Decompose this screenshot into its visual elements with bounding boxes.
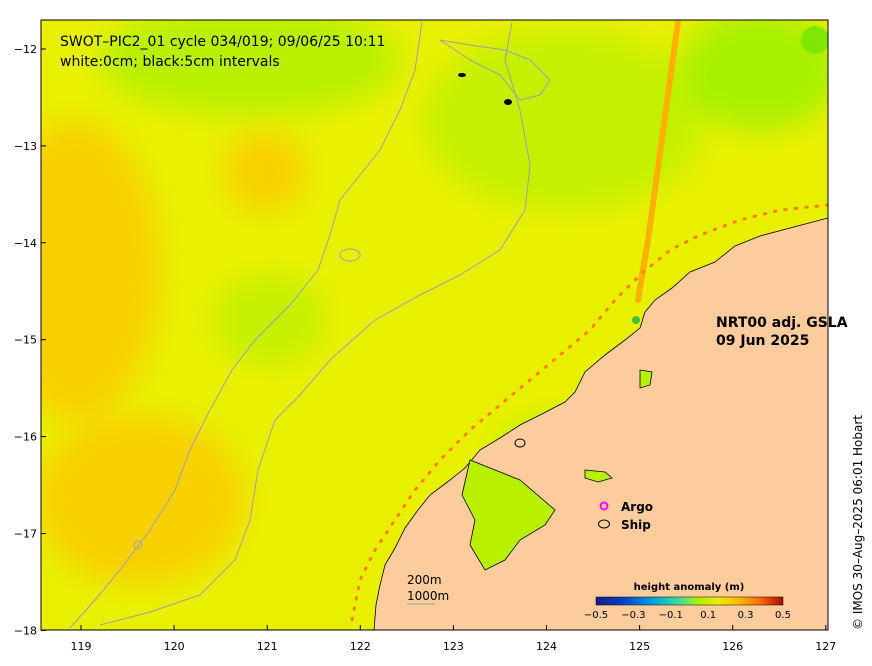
scale-label-200m: 200m	[407, 573, 442, 587]
colorbar-gradient	[595, 596, 784, 606]
x-tick-label: 127	[815, 640, 836, 653]
colorbar-title: height anomaly (m)	[634, 582, 745, 593]
y-tick-label: −18	[14, 624, 37, 637]
king-sound	[461, 459, 556, 571]
plot-area	[41, 20, 828, 630]
island-3	[458, 73, 466, 77]
island-1	[514, 438, 526, 448]
y-tick-label: −13	[14, 140, 37, 153]
colorbar-ticks: −0.5 −0.3 −0.1 0.1 0.3 0.5	[584, 610, 791, 621]
x-tick-label: 122	[350, 640, 371, 653]
title-line-1: SWOT–PIC2_01 cycle 034/019; 09/06/25 10:…	[60, 34, 385, 50]
anomaly-low-northeast	[680, 20, 828, 130]
island-2	[504, 99, 512, 105]
colorbar-tick-label: −0.1	[659, 610, 683, 621]
colorbar-tick-label: −0.5	[584, 610, 608, 621]
ship-marker-icon	[598, 519, 610, 529]
x-tick-label: 126	[722, 640, 743, 653]
contour-200m	[69, 21, 423, 629]
credit-text: © IMOS 30–Aug–2025 06:01 Hobart	[851, 415, 865, 630]
x-tick-label: 119	[71, 640, 92, 653]
swot-swath	[635, 20, 681, 303]
argo-marker-icon	[599, 501, 609, 511]
title-line-2: white:0cm; black:5cm intervals	[60, 54, 280, 70]
x-tick-label: 124	[536, 640, 557, 653]
ship-label: Ship	[621, 518, 651, 532]
inlet-north	[639, 369, 653, 389]
y-axis: −12 −13 −14 −15 −16 −17 −18	[14, 43, 46, 637]
colorbar-tick-label: 0.5	[775, 610, 791, 621]
colorbar-tick-label: 0.3	[738, 610, 754, 621]
swot-swath-end	[632, 316, 640, 324]
contour-1000m	[99, 21, 531, 626]
x-tick-label: 121	[257, 640, 278, 653]
y-tick-label: −12	[14, 43, 37, 56]
contour-bank-2	[133, 540, 143, 550]
scale-label-1000m: 1000m	[407, 589, 449, 603]
marker-legend: Argo Ship	[598, 500, 653, 532]
product-label-line-1: NRT00 adj. GSLA	[716, 315, 848, 331]
x-tick-label: 123	[443, 640, 464, 653]
x-tick-label: 125	[629, 640, 650, 653]
colorbar: height anomaly (m) −0.5 −0.3 −0.1 0.1 0.3 0.5	[584, 582, 791, 621]
product-label-line-2: 09 Jun 2025	[716, 333, 809, 349]
x-tick-label: 120	[164, 640, 185, 653]
y-tick-label: −16	[14, 431, 37, 444]
argo-label: Argo	[621, 500, 653, 514]
anomaly-field	[41, 20, 828, 585]
plot-frame	[40, 19, 829, 631]
anomaly-high-west	[41, 120, 160, 420]
anomaly-min-corner	[801, 26, 828, 54]
contour-bank-1	[339, 248, 361, 262]
anomaly-low-north	[100, 20, 400, 115]
y-tick-label: −15	[14, 334, 37, 347]
coastal-data-dots	[350, 203, 828, 622]
x-axis: 119 120 121 122 123 124 125 126 127	[71, 625, 836, 653]
colorbar-tick-label: 0.1	[700, 610, 716, 621]
y-tick-label: −14	[14, 237, 37, 250]
contour-shoal	[439, 39, 551, 101]
anomaly-low-center-north	[425, 30, 705, 210]
anomaly-high-southwest	[41, 415, 245, 585]
inlet-small	[584, 469, 613, 483]
anomaly-high-small	[225, 132, 305, 212]
colorbar-tick-label: −0.3	[621, 610, 645, 621]
anomaly-low-center	[215, 275, 325, 365]
y-tick-label: −17	[14, 528, 37, 541]
